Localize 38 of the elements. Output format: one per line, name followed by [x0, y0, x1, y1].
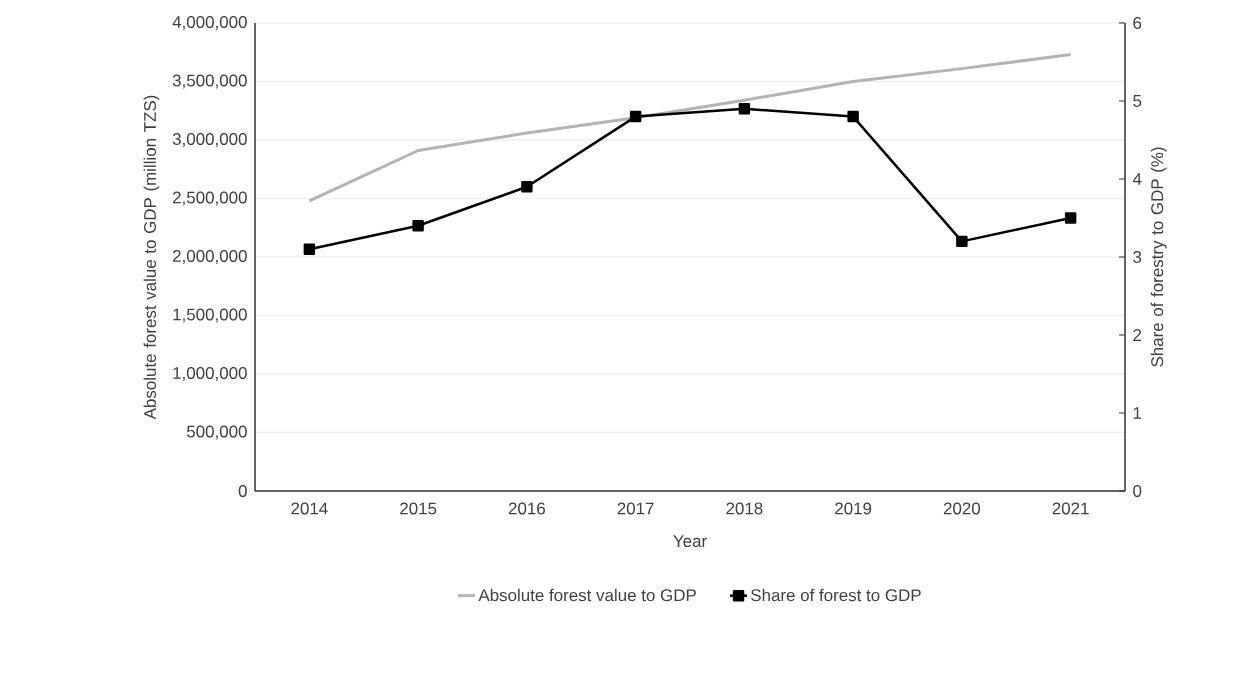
point [738, 103, 751, 115]
y-tick-label: 1,500,000 [173, 308, 247, 323]
y-tick-label: 1,000,000 [173, 366, 247, 381]
y2-tick-label: 4 [1132, 173, 1142, 185]
y-tick-label: 3,500,000 [172, 74, 247, 89]
x-tick-label: 2018 [726, 502, 763, 515]
y-tick-label: 500,000 [186, 425, 247, 440]
point [521, 181, 533, 193]
y-axis-title: Absolute forest value to GDP (million TZS) [143, 95, 160, 420]
y-tick-label: 3,000,000 [172, 132, 247, 147]
point [956, 235, 968, 248]
y2-tick-label: 5 [1133, 95, 1142, 107]
y-tick-label: 2,000,000 [173, 249, 247, 264]
y-tick-label: 0 [238, 484, 247, 497]
point [847, 110, 859, 123]
x-axis-title: Year [673, 535, 707, 548]
y2-tick-label: 0 [1133, 484, 1142, 497]
y2-tick-label: 1 [1133, 407, 1142, 419]
x-tick-label: 2015 [400, 502, 437, 515]
x-tick-label: 2016 [508, 502, 545, 515]
legend-label: Share of forest to GDP [751, 588, 921, 602]
x-tick-label: 2021 [1052, 502, 1089, 515]
point [303, 243, 316, 255]
y2-tick-label: 2 [1133, 329, 1142, 341]
legend-label: Absolute forest value to GDP [478, 588, 696, 602]
point [1064, 212, 1077, 224]
point [412, 220, 424, 232]
point [629, 110, 642, 123]
x-tick-label: 2019 [835, 502, 872, 515]
x-tick-label: 2014 [291, 502, 328, 515]
y2-axis-title: Share of forestry to GDP (%) [1150, 147, 1167, 367]
y-tick-label: 4,000,000 [172, 15, 247, 30]
line-series [307, 53, 1073, 203]
y2-tick-label: 6 [1133, 16, 1142, 29]
y-tick-label: 2,500,000 [173, 191, 247, 206]
x-tick-label: 2020 [943, 502, 981, 515]
y2-tick-label: 3 [1133, 250, 1142, 263]
x-tick-label: 2017 [617, 502, 654, 515]
